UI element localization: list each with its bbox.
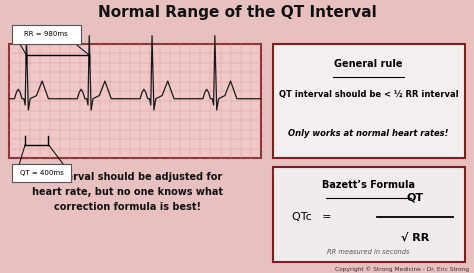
FancyBboxPatch shape [273,44,465,158]
FancyBboxPatch shape [12,25,81,44]
Text: QT interval should be < ½ RR interval: QT interval should be < ½ RR interval [279,90,458,99]
FancyBboxPatch shape [12,164,71,182]
Text: QT: QT [406,192,423,202]
Text: QT = 400ms: QT = 400ms [19,170,64,176]
FancyBboxPatch shape [273,167,465,262]
Text: RR measured in seconds: RR measured in seconds [327,249,410,255]
Text: Normal Range of the QT Interval: Normal Range of the QT Interval [98,5,376,20]
Text: QTc   =: QTc = [292,212,331,222]
Text: RR = 980ms: RR = 980ms [24,31,68,37]
Text: Bazett’s Formula: Bazett’s Formula [322,180,415,190]
Text: √ RR: √ RR [401,232,429,242]
FancyBboxPatch shape [9,44,261,158]
Text: Only works at normal heart rates!: Only works at normal heart rates! [288,129,449,138]
Text: Copyright © Strong Medicine - Dr. Eric Strong: Copyright © Strong Medicine - Dr. Eric S… [335,266,469,272]
Text: QT interval should be adjusted for
heart rate, but no one knows what
correction : QT interval should be adjusted for heart… [33,172,223,212]
Text: General rule: General rule [334,59,403,69]
